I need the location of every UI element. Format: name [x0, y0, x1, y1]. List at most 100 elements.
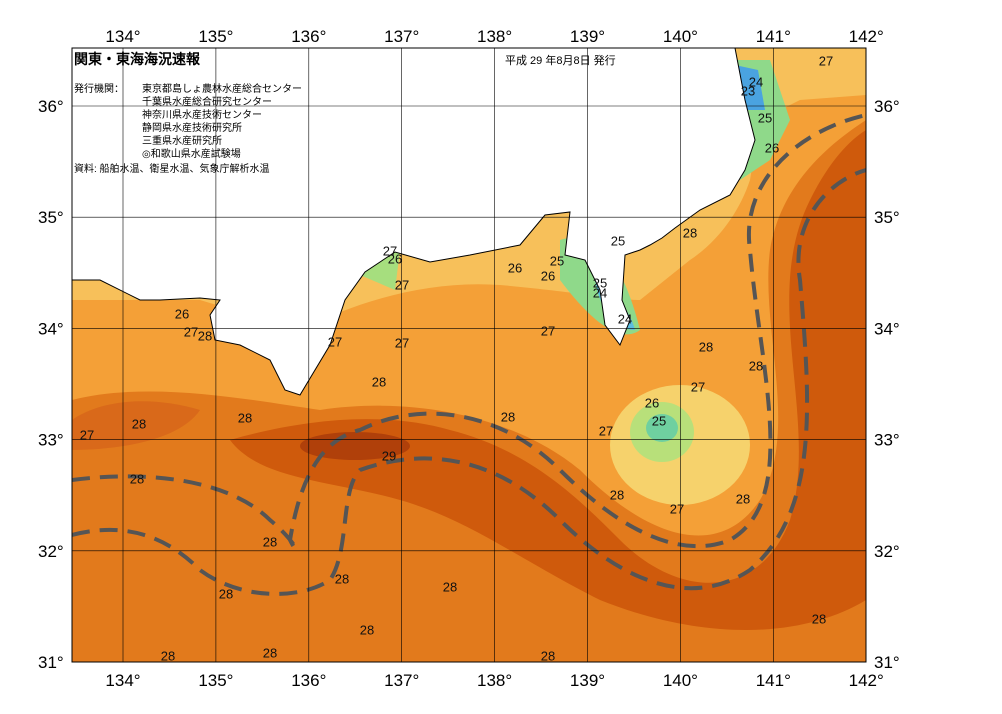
isotherm-label: 28 — [443, 579, 457, 594]
warm-eddy — [300, 432, 410, 460]
isotherm-label: 27 — [328, 334, 342, 349]
issuer: 東京都島しょ農林水産総合センター — [142, 82, 302, 95]
issuer: 静岡県水産技術研究所 — [142, 121, 242, 134]
isotherm-label: 26 — [508, 260, 522, 275]
lon-label: 141° — [756, 27, 791, 46]
warm-zone — [72, 401, 200, 450]
lat-label: 33° — [874, 431, 900, 450]
isotherm-label: 25 — [652, 413, 666, 428]
isotherm-label: 26 — [541, 268, 555, 283]
frame — [71, 47, 867, 663]
lat-label: 31° — [38, 653, 64, 672]
isotherm-label: 28 — [161, 648, 175, 663]
lon-label: 142° — [849, 671, 884, 690]
isotherm-label: 27 — [670, 501, 684, 516]
lat-label: 34° — [874, 319, 900, 338]
isotherm-label: 27 — [395, 335, 409, 350]
isotherm-label: 28 — [335, 571, 349, 586]
axis-labels: 134° 134° 135° 135° 136° 136° 137° 137° 138° 138°… — [38, 27, 900, 690]
warm-zone — [72, 120, 866, 662]
lon-label: 140° — [663, 27, 698, 46]
isotherm-label: 26 — [175, 306, 189, 321]
isotherm-label: 28 — [238, 410, 252, 425]
lat-label: 36° — [38, 97, 64, 116]
lat-label: 33° — [38, 431, 64, 450]
isotherm-label: 26 — [388, 251, 402, 266]
lon-label: 139° — [570, 671, 605, 690]
isotherm-label: 28 — [749, 358, 763, 373]
issuer-list: 東京都島しょ農林水産総合センター千葉県水産総合研究センター神奈川県水産技術センタ… — [142, 82, 302, 160]
lon-label: 141° — [756, 671, 791, 690]
isotherm-label: 28 — [372, 374, 386, 389]
lon-label: 138° — [477, 671, 512, 690]
lon-label: 138° — [477, 27, 512, 46]
isotherm-label: 27 — [541, 323, 555, 338]
issuer-label: 発行機関： — [74, 82, 124, 95]
isotherm-label: 24 — [749, 74, 763, 89]
land — [72, 48, 756, 396]
isotherm-label: 27 — [395, 277, 409, 292]
lat-label: 34° — [38, 319, 64, 338]
issue-date: 平成 29 年8月8日 発行 — [505, 53, 616, 67]
isotherm-label: 28 — [683, 225, 697, 240]
lon-label: 134° — [105, 27, 140, 46]
isotherm-label: 27 — [819, 53, 833, 68]
lat-label: 32° — [38, 542, 64, 561]
lon-label: 135° — [198, 27, 233, 46]
lon-label: 139° — [570, 27, 605, 46]
lon-label: 136° — [291, 671, 326, 690]
lat-label: 32° — [874, 542, 900, 561]
isotherm-label: 25 — [593, 275, 607, 290]
isotherm-label: 26 — [765, 140, 779, 155]
isotherm-label: 25 — [550, 253, 564, 268]
kuroshio-edge — [72, 168, 866, 596]
lat-label: 31° — [874, 653, 900, 672]
isotherm-label: 28 — [501, 409, 515, 424]
isotherm-label: 23 — [741, 83, 755, 98]
lon-label: 134° — [105, 671, 140, 690]
lon-label: 140° — [663, 671, 698, 690]
isotherm-label: 24 — [593, 285, 607, 300]
issuer: 神奈川県水産技術センター — [142, 108, 262, 121]
issuer: ◎和歌山県水産試験場 — [142, 147, 241, 160]
isotherm-label: 28 — [130, 471, 144, 486]
lon-label: 136° — [291, 27, 326, 46]
lon-label: 142° — [849, 27, 884, 46]
lat-label: 36° — [874, 97, 900, 116]
isotherm-label: 25 — [758, 110, 772, 125]
isotherm-label: 28 — [610, 487, 624, 502]
isotherm-label: 27 — [184, 324, 198, 339]
isotherm-label: 28 — [219, 586, 233, 601]
isotherm-label: 25 — [611, 233, 625, 248]
isotherm-label: 27 — [599, 423, 613, 438]
isotherm-label: 28 — [132, 416, 146, 431]
isotherm-label: 28 — [263, 645, 277, 660]
lon-label: 137° — [384, 671, 419, 690]
lat-label: 35° — [874, 208, 900, 227]
isotherm-label: 28 — [699, 339, 713, 354]
isotherm-label: 26 — [645, 395, 659, 410]
issuer: 千葉県水産総合研究センター — [142, 95, 272, 108]
warm-core — [230, 130, 866, 630]
lon-label: 135° — [198, 671, 233, 690]
isotherm-label: 27 — [80, 427, 94, 442]
isotherm-label: 28 — [198, 328, 212, 343]
isotherm-label: 28 — [263, 534, 277, 549]
isotherm-label: 24 — [618, 311, 632, 326]
isotherm-label: 28 — [541, 648, 555, 663]
isotherm-label: 28 — [360, 622, 374, 637]
title: 関東・東海海況速報 — [74, 51, 201, 67]
isotherm-label: 29 — [382, 448, 396, 463]
lon-label: 137° — [384, 27, 419, 46]
isotherm-label: 28 — [736, 491, 750, 506]
isotherm-label: 27 — [691, 379, 705, 394]
cold-core — [646, 414, 678, 442]
isotherm-label: 28 — [812, 611, 826, 626]
isotherm-label: 27 — [383, 243, 397, 258]
source: 資料: 船舶水温、衛星水温、気象庁解析水温 — [74, 162, 270, 175]
issuer: 三重県水産研究所 — [142, 134, 222, 147]
